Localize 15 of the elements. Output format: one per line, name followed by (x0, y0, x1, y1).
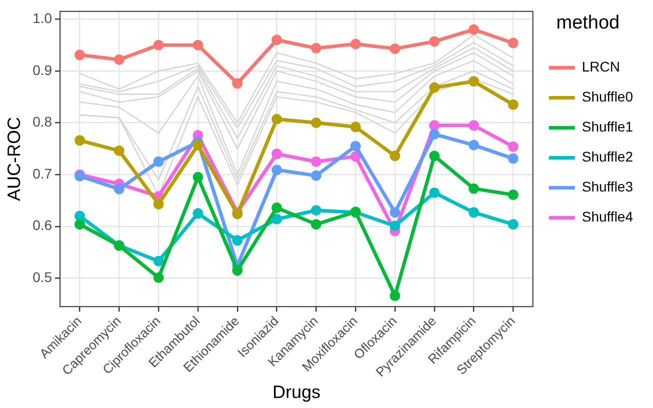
legend-title: method (556, 12, 620, 34)
y-axis-title: AUC-ROC (4, 117, 24, 202)
legend-label: Shuffle0 (582, 88, 634, 105)
x-axis-title: Drugs (272, 382, 320, 402)
legend-label: Shuffle3 (582, 178, 634, 195)
y-tick-label: 0.8 (32, 114, 52, 130)
legend-label: Shuffle2 (582, 148, 634, 165)
y-tick-label: 1.0 (32, 10, 52, 26)
y-tick-label: 0.7 (32, 165, 52, 182)
y-tick-label: 0.9 (32, 62, 52, 78)
legend-label: LRCN (582, 58, 620, 75)
legend-label: Shuffle4 (582, 208, 634, 225)
y-tick-label: 0.6 (32, 217, 52, 234)
legend-label: Shuffle1 (582, 118, 634, 135)
y-tick-label: 0.5 (32, 269, 52, 286)
